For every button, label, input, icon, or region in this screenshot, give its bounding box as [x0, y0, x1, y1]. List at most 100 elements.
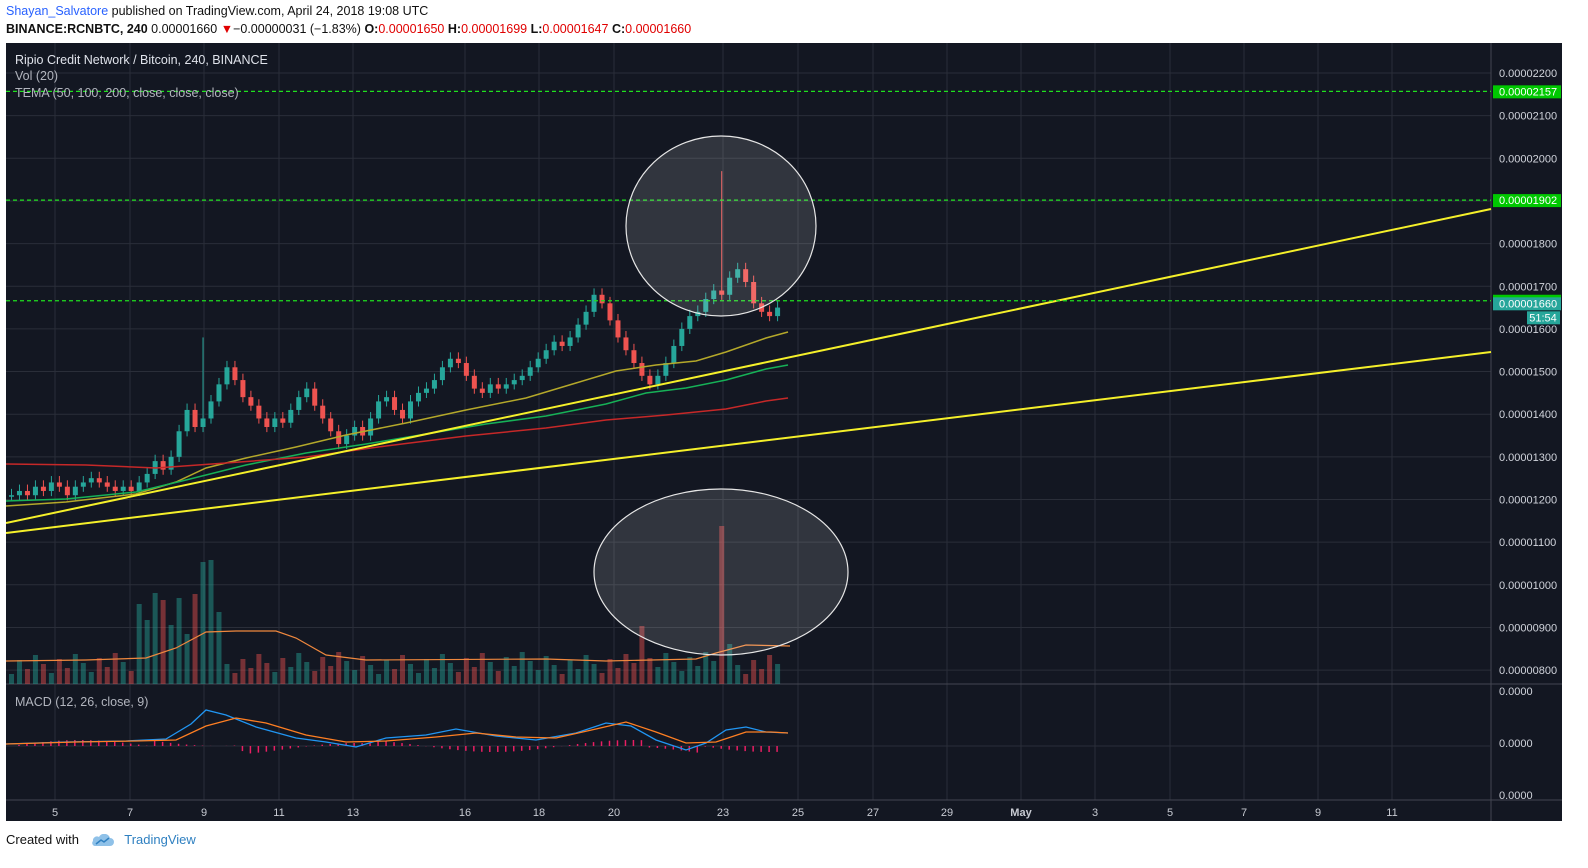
volume-bar — [735, 665, 741, 684]
candle-body — [72, 486, 78, 496]
volume-bar — [775, 664, 781, 684]
volume-bar — [272, 672, 278, 684]
volume-bar — [423, 659, 429, 684]
candle-body — [551, 341, 557, 351]
volume-bar — [487, 662, 493, 684]
y-tick-label: 0.00001300 — [1499, 452, 1557, 464]
candle-body — [344, 435, 350, 445]
volume-bar — [104, 667, 110, 684]
volume-bar — [703, 652, 709, 684]
candle-body — [256, 405, 262, 419]
candle-body — [160, 461, 166, 470]
candle-body — [495, 384, 501, 389]
candle-body — [607, 303, 613, 321]
volume-bar — [447, 663, 453, 684]
candle-body — [320, 405, 326, 419]
chart-panel[interactable]: 5 7 9 11 13 16 18 20 23 25 27 29 May 3 5 7 9 11 0.00002200… — [5, 43, 1562, 821]
volume-bar — [727, 644, 733, 684]
volume-bar — [479, 653, 485, 684]
volume-bars — [9, 526, 781, 684]
volume-bar — [679, 671, 685, 684]
volume-bar — [96, 658, 102, 684]
candle-body — [112, 486, 118, 491]
signal-line — [5, 717, 789, 745]
y-tick-label: 0.00001100 — [1499, 537, 1556, 549]
y-tick-label: 0.00001000 — [1499, 580, 1557, 592]
candle-body — [599, 294, 605, 304]
candle-body — [48, 482, 54, 491]
candle-body — [639, 363, 645, 376]
volume-bar — [216, 612, 222, 684]
candles — [9, 171, 781, 501]
volume-bar — [328, 666, 334, 684]
highlight-ellipse-volume — [593, 488, 849, 656]
candle-body — [543, 350, 549, 359]
volume-bar — [599, 673, 605, 684]
candle-body — [384, 397, 390, 402]
price-tag-bg — [1493, 297, 1561, 311]
volume-bar — [280, 658, 286, 684]
volume-bar — [519, 652, 525, 684]
x-tick-label: 29 — [941, 807, 953, 819]
author-link[interactable]: Shayan_Salvatore — [6, 4, 109, 18]
candle-body — [96, 478, 102, 483]
volume-bar — [495, 671, 501, 684]
y-tick-label: 0.00002100 — [1499, 111, 1557, 123]
candle-body — [535, 358, 541, 368]
price-tag-label: 0.00001660 — [1499, 298, 1557, 310]
price-chart[interactable]: 5 7 9 11 13 16 18 20 23 25 27 29 May 3 5 7 9 11 0.00002200… — [5, 43, 1562, 821]
volume-bar — [24, 669, 30, 684]
volume-bar — [320, 657, 326, 684]
candle-body — [559, 341, 565, 346]
candle-body — [88, 478, 94, 483]
symbol-line: BINANCE:RCNBTC, 240 0.00001660 ▼−0.00000… — [6, 22, 691, 36]
x-tick-label: 11 — [273, 807, 284, 819]
volume-bar — [32, 655, 38, 684]
candle-body — [439, 367, 445, 381]
candle-body — [200, 418, 206, 427]
open-value: 0.00001650 — [378, 22, 445, 36]
chart-title: Ripio Credit Network / Bitcoin, 240, BIN… — [15, 53, 268, 67]
candle-body — [336, 431, 342, 445]
volume-bar — [376, 674, 382, 684]
candle-body — [312, 388, 318, 406]
y-tick-label: 0.00001200 — [1499, 495, 1557, 507]
candle-body — [647, 375, 653, 385]
last-price: 0.00001660 — [151, 22, 218, 36]
trendline — [5, 208, 1492, 524]
volume-bar — [176, 598, 182, 684]
volume-bar — [56, 659, 62, 684]
macd-tick-label: 0.0000 — [1499, 790, 1533, 802]
tradingview-cloud-icon — [91, 833, 114, 846]
created-with-text: Created with — [6, 832, 79, 847]
volume-bar — [304, 662, 310, 684]
tradingview-link[interactable]: TradingView — [124, 832, 196, 847]
volume-bar — [759, 669, 765, 684]
x-tick-label: 7 — [127, 807, 133, 819]
countdown-bg — [1527, 311, 1560, 325]
volume-bar — [312, 671, 318, 684]
low-label: L: — [530, 22, 543, 36]
volume-bar — [360, 656, 366, 684]
volume-bar — [224, 664, 230, 684]
volume-bar — [240, 659, 246, 684]
volume-bar — [400, 655, 406, 684]
macd-tick-label: 0.0000 — [1499, 738, 1533, 750]
y-tick-label: 0.00001400 — [1499, 409, 1557, 421]
candle-body — [80, 482, 86, 487]
volume-bar — [559, 674, 565, 684]
price-tag-label: 0.00002157 — [1499, 86, 1557, 98]
volume-bar — [535, 670, 541, 684]
x-tick-label: 9 — [1315, 807, 1321, 819]
candle-body — [144, 473, 150, 483]
candle-body — [615, 320, 621, 338]
countdown-label: 51:54 — [1529, 312, 1557, 324]
volume-bar — [711, 661, 717, 684]
candle-body — [527, 367, 533, 376]
candle-body — [663, 363, 669, 376]
macd-legend: MACD (12, 26, close, 9) — [15, 695, 148, 709]
volume-bar — [623, 654, 629, 684]
open-label: O: — [364, 22, 379, 36]
volume-bar — [144, 620, 150, 684]
candle-body — [687, 316, 693, 329]
